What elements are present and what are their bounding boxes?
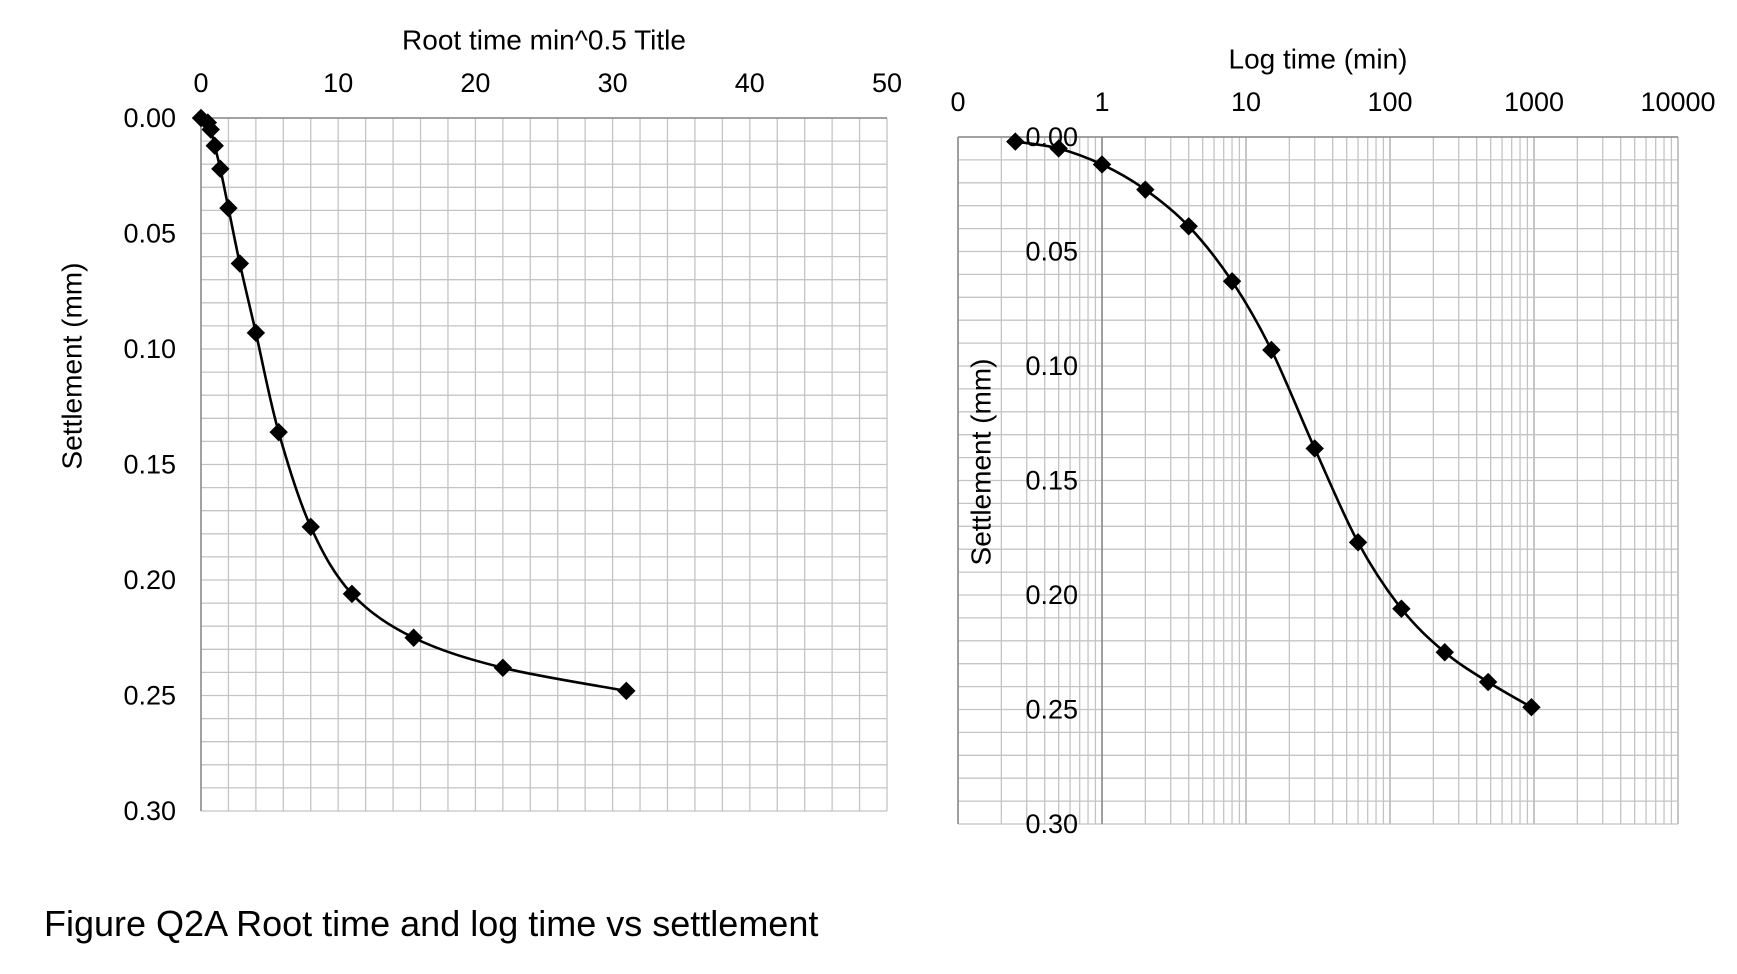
log-time-data-point-11 [1435, 643, 1454, 662]
root-time-series-line [200, 116, 627, 693]
log-time-y-tick-label-0.10: 0.10 [1025, 351, 1078, 381]
root-time-data-point-5 [211, 159, 230, 179]
log-time-gridlines [957, 136, 1679, 825]
root-time-data-point-9 [269, 422, 288, 442]
root-time-data-point-7 [230, 254, 250, 273]
log-time-data-point-2 [1049, 139, 1068, 158]
log-time-y-axis-title: Settlement (mm) [966, 359, 997, 566]
log-time-chart: 0 1 10 100 1000 10000 0.00 0.05 0.10 0.15 0.20 0.25… [950, 44, 1715, 840]
log-time-series [1006, 132, 1541, 717]
log-time-data-point-7 [1262, 340, 1281, 360]
log-time-data-point-10 [1392, 599, 1411, 618]
log-time-data-point-13 [1522, 698, 1541, 717]
root-time-gridlines [200, 117, 888, 812]
root-time-labels: 0 10 20 30 40 50 0.00 0.05 0.10 0.15 0.20 0.25 0.30 R… [57, 25, 903, 827]
root-time-y-tick-label-0.25: 0.25 [123, 681, 176, 711]
root-time-x-tick-label-40: 40 [735, 68, 765, 98]
log-time-x-tick-label-10000: 10000 [1640, 87, 1715, 117]
log-time-data-point-5 [1179, 217, 1198, 236]
log-time-y-tick-label-0.15: 0.15 [1025, 466, 1078, 496]
log-time-labels: 0 1 10 100 1000 10000 0.00 0.05 0.10 0.15 0.20 0.25… [950, 44, 1715, 840]
figure-caption: Figure Q2A Root time and log time vs set… [44, 903, 819, 944]
root-time-series [191, 108, 636, 701]
log-time-x-tick-label-10: 10 [1231, 87, 1261, 117]
root-time-data-point-12 [404, 628, 423, 647]
log-time-data-point-6 [1222, 272, 1242, 291]
root-time-data-point-13 [493, 658, 513, 677]
log-time-y-tick-label-0.20: 0.20 [1025, 580, 1078, 610]
root-time-data-point-4 [205, 136, 224, 155]
log-time-x-tick-label-100: 100 [1367, 87, 1412, 117]
root-time-data-point-10 [301, 517, 320, 537]
log-time-y-tick-label-0.00: 0.00 [1025, 122, 1078, 152]
root-time-x-tick-label-50: 50 [872, 68, 902, 98]
log-time-x-axis-title: Log time (min) [1229, 44, 1408, 75]
root-time-data-point-6 [219, 198, 238, 218]
log-time-data-point-3 [1092, 155, 1112, 174]
root-time-data-point-14 [617, 681, 636, 701]
log-time-x-tick-label-0: 0 [950, 87, 965, 117]
root-time-y-tick-label-0.15: 0.15 [123, 450, 176, 480]
log-time-x-tick-label-1: 1 [1094, 87, 1109, 117]
root-time-y-tick-label-0.30: 0.30 [123, 796, 176, 826]
log-time-series-line [1015, 140, 1533, 709]
log-time-data-point-8 [1305, 439, 1324, 458]
root-time-x-tick-label-30: 30 [598, 68, 628, 98]
log-time-data-point-4 [1136, 180, 1155, 199]
root-time-chart: 0 10 20 30 40 50 0.00 0.05 0.10 0.15 0.20 0.25 0.30 R… [57, 25, 903, 827]
root-time-x-tick-label-0: 0 [193, 68, 208, 98]
root-time-data-point-8 [246, 323, 266, 343]
log-time-y-tick-label-0.30: 0.30 [1025, 809, 1078, 839]
root-time-x-tick-label-10: 10 [323, 68, 353, 98]
root-time-x-tick-label-20: 20 [460, 68, 490, 98]
root-time-y-tick-label-0.00: 0.00 [123, 103, 176, 133]
root-time-x-axis-title: Root time min^0.5 Title [402, 25, 686, 56]
root-time-y-tick-label-0.20: 0.20 [123, 565, 176, 595]
log-time-x-tick-label-1000: 1000 [1504, 87, 1564, 117]
root-time-data-point-11 [342, 584, 362, 604]
log-time-data-point-9 [1348, 533, 1368, 552]
root-time-y-tick-label-0.05: 0.05 [123, 219, 176, 249]
log-time-y-tick-label-0.05: 0.05 [1025, 237, 1078, 267]
root-time-y-tick-label-0.10: 0.10 [123, 334, 176, 364]
root-time-y-axis-title: Settlement (mm) [57, 263, 88, 470]
log-time-data-point-1 [1006, 132, 1025, 151]
log-time-y-tick-label-0.25: 0.25 [1025, 695, 1078, 725]
root-time-data-point-3 [201, 120, 220, 139]
log-time-data-point-12 [1478, 672, 1498, 692]
